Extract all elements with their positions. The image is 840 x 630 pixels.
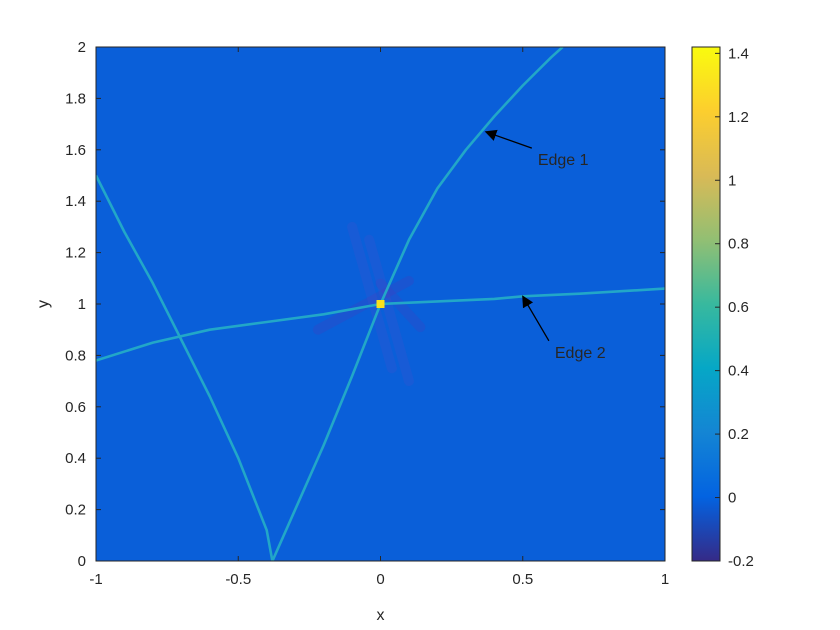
colorbar-ticks: -0.2 0 0.2 0.4 0.6 0.8 1 1.2 1.4 [715,45,754,570]
y-tick-label: 0.4 [65,450,86,467]
annotations: Edge 1 Edge 2 [484,129,606,362]
y-tick-label: 0.6 [65,399,86,416]
colorbar-tick-label: -0.2 [728,553,754,570]
y-tick-label: 1.6 [65,142,86,159]
edge-1-curve [271,47,564,561]
colorbar-tick-label: 1 [728,172,736,189]
x-tick-label: -1 [89,571,102,588]
y-tick-label: 1.8 [65,90,86,107]
artifact-streak-4 [347,221,397,374]
colorbar-tick-label: 1.2 [728,109,749,126]
annotation-arrow-2 [522,295,550,342]
artifact-streak-3 [364,234,414,387]
y-tick-label: 1.2 [65,245,86,262]
colorbar-tick-label: 1.4 [728,45,749,62]
edge-v-left-curve [96,174,274,561]
y-tick-label: 2 [78,39,86,56]
y-axis-label: y [35,300,52,308]
annotation-label-1: Edge 1 [538,152,589,169]
x-axis-label: x [377,607,385,624]
y-tick-label: 0.2 [65,502,86,519]
colorbar-tick-label: 0.4 [728,363,749,380]
colorbar-tick-label: 0.8 [728,236,749,253]
y-tick-label: 1 [78,296,86,313]
y-tick-label: 0 [78,553,86,570]
annotation-arrow-1 [484,129,533,149]
colorbar: -0.2 0 0.2 0.4 0.6 0.8 1 1.2 1.4 [691,45,754,570]
plot-area [96,47,665,561]
x-axis-ticks: -1 -0.5 0 0.5 1 [89,47,669,588]
colorbar-tick-label: 0.2 [728,426,749,443]
y-tick-label: 1.4 [65,193,86,210]
colorbar-tick-label: 0.6 [728,299,749,316]
x-tick-label: 0 [376,571,384,588]
annotation-label-2: Edge 2 [555,345,606,362]
peak-cell [376,300,385,308]
x-tick-label: 1 [661,571,669,588]
y-tick-label: 0.8 [65,347,86,364]
artifact-streak-1 [312,275,414,335]
x-tick-label: -0.5 [225,571,251,588]
colorbar-frame [691,46,721,562]
x-tick-label: 0.5 [512,571,533,588]
colorbar-gradient [692,47,720,561]
colorbar-tick-label: 0 [728,490,736,507]
y-axis-ticks: 0 0.2 0.4 0.6 0.8 1 1.2 1.4 1.6 1.8 2 [65,39,665,570]
